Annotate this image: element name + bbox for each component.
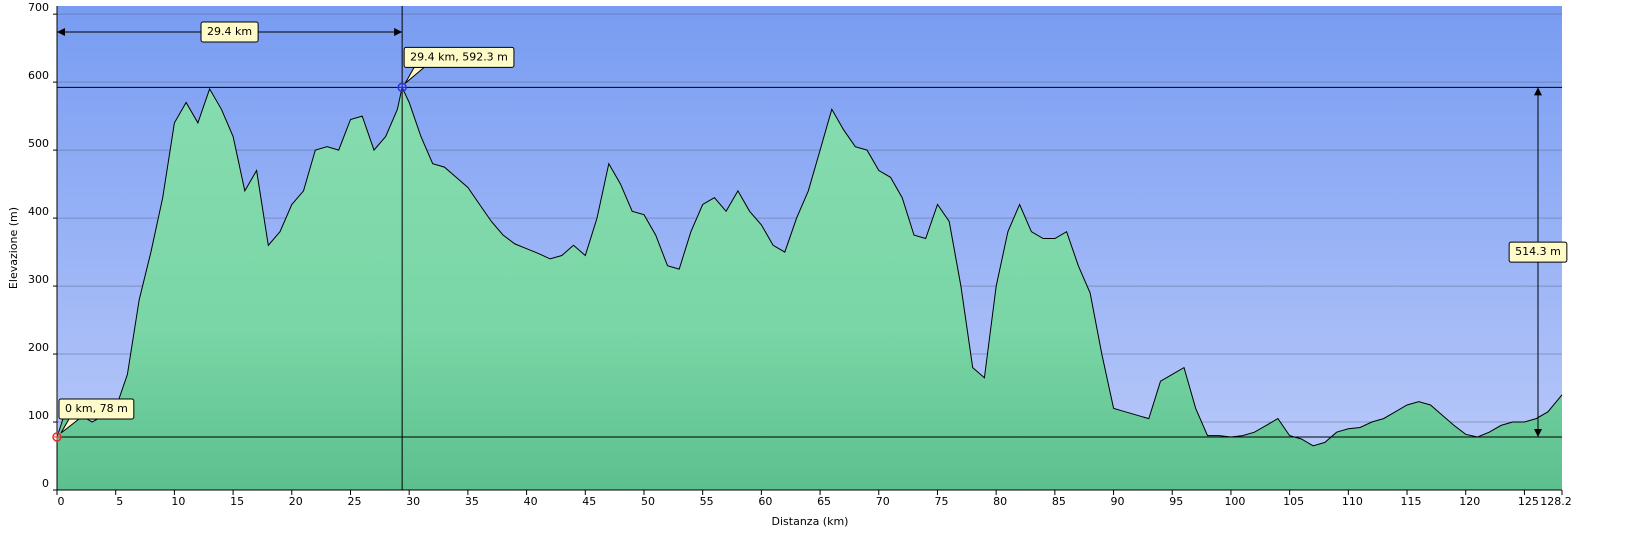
x-tick-label: 0 xyxy=(58,495,65,508)
y-axis-label: Elevazione (m) xyxy=(7,207,20,289)
x-tick-label: 10 xyxy=(171,495,185,508)
x-tick-label: 90 xyxy=(1111,495,1125,508)
x-tick-label: 120 xyxy=(1459,495,1480,508)
tooltip-text: 29.4 km xyxy=(207,25,252,38)
x-tick-label: 45 xyxy=(582,495,596,508)
elevation-area xyxy=(57,87,1562,491)
x-tick-label: 35 xyxy=(465,495,479,508)
x-tick-label: 128.2 xyxy=(1540,495,1572,508)
y-tick-label: 0 xyxy=(42,477,49,490)
y-tick-label: 300 xyxy=(28,273,49,286)
x-tick-label: 115 xyxy=(1401,495,1422,508)
x-tick-label: 25 xyxy=(347,495,361,508)
y-tick-label: 600 xyxy=(28,69,49,82)
x-tick-label: 100 xyxy=(1224,495,1245,508)
x-tick-label: 110 xyxy=(1342,495,1363,508)
x-tick-label: 5 xyxy=(116,495,123,508)
y-tick-label: 200 xyxy=(28,341,49,354)
x-tick-label: 15 xyxy=(230,495,244,508)
tooltip-box xyxy=(200,21,259,43)
tooltip-text: 514.3 m xyxy=(1515,245,1561,258)
x-tick-label: 95 xyxy=(1169,495,1183,508)
tooltip-text: 0 km, 78 m xyxy=(65,402,128,415)
marker-tooltip: 29.4 km, 592.3 m xyxy=(403,46,515,68)
x-tick-label: 65 xyxy=(817,495,831,508)
tooltip-box xyxy=(1508,241,1568,263)
y-tick-label: 700 xyxy=(28,1,49,14)
x-tick-label: 85 xyxy=(1052,495,1066,508)
marker xyxy=(397,82,407,93)
x-tick-label: 75 xyxy=(934,495,948,508)
elevation-line xyxy=(56,85,1563,447)
x-tick-label: 105 xyxy=(1283,495,1304,508)
marker-tooltip: 0 km, 78 m xyxy=(58,398,135,420)
x-tick-label: 55 xyxy=(700,495,714,508)
x-axis-label: Distanza (km) xyxy=(772,515,849,528)
marker xyxy=(52,432,62,442)
x-tick-label: 125 xyxy=(1518,495,1539,508)
y-tick-label: 400 xyxy=(28,205,49,218)
x-tick-label: 30 xyxy=(406,495,420,508)
x-tick-label: 40 xyxy=(524,495,538,508)
x-tick-label: 70 xyxy=(876,495,890,508)
tooltip-box xyxy=(403,46,515,68)
x-tick-label: 50 xyxy=(641,495,655,508)
x-tick-label: 80 xyxy=(993,495,1007,508)
y-tick-label: 500 xyxy=(28,137,49,150)
distance-tooltip: 29.4 km xyxy=(200,21,259,43)
tooltip-box xyxy=(58,398,135,420)
y-tick-label: 100 xyxy=(28,409,49,422)
x-tick-label: 20 xyxy=(289,495,303,508)
elevation-diff-tooltip: 514.3 m xyxy=(1508,241,1568,263)
tooltip-text: 29.4 km, 592.3 m xyxy=(410,50,508,63)
x-tick-label: 60 xyxy=(758,495,772,508)
